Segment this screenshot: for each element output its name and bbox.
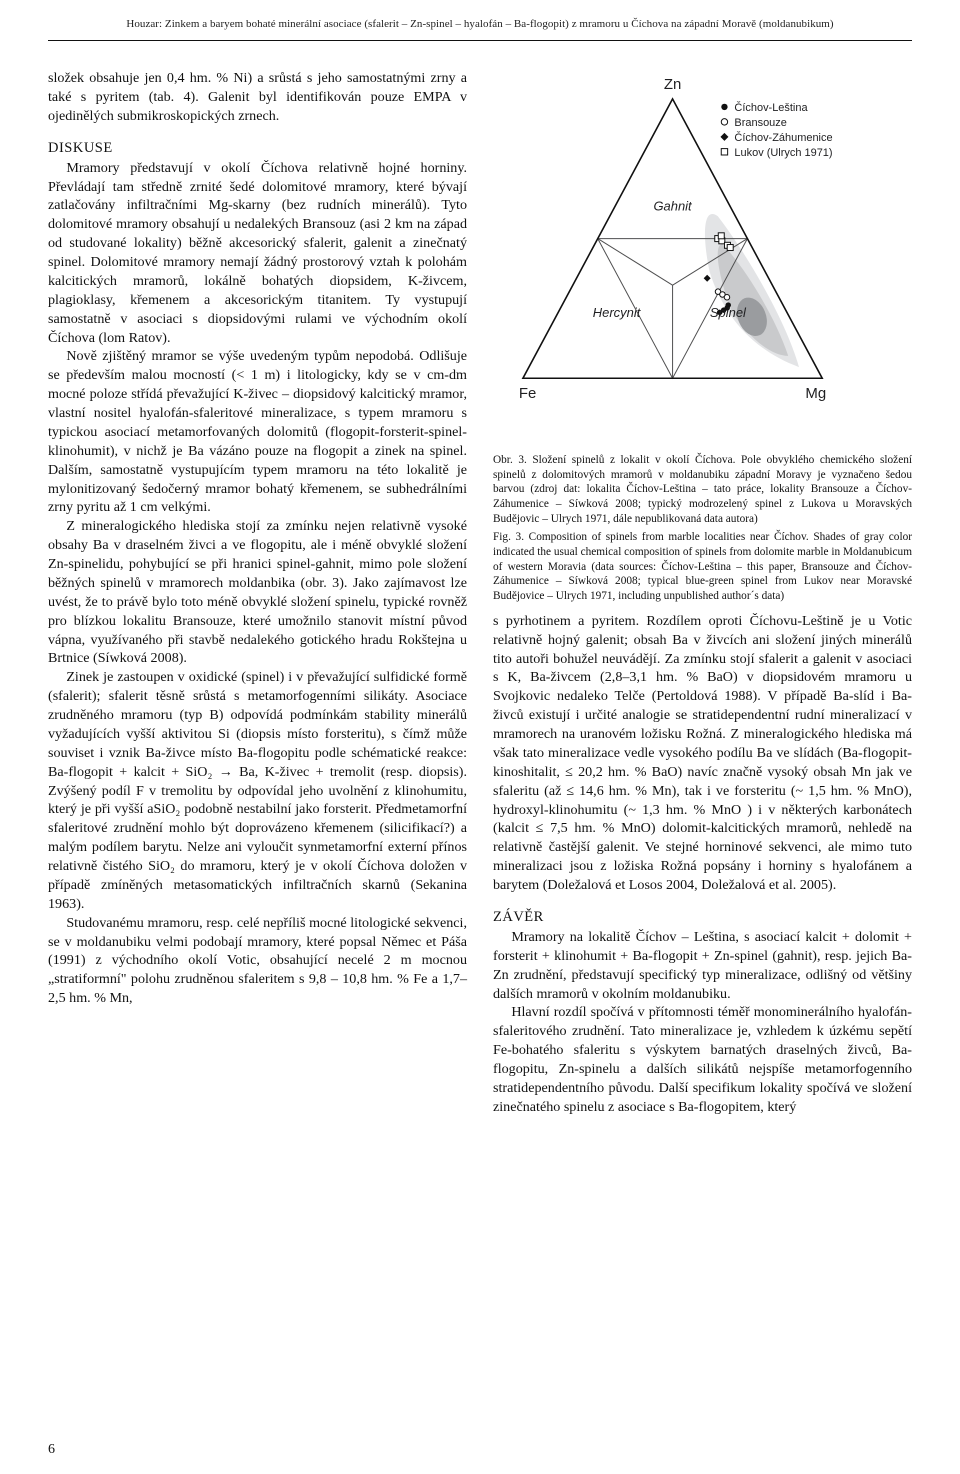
svg-text:Zn: Zn: [664, 76, 681, 93]
paragraph: Nově zjištěný mramor se výše uvedeným ty…: [48, 347, 467, 517]
paragraph: složek obsahuje jen 0,4 hm. % Ni) a srůs…: [48, 69, 467, 126]
figure-caption-en: Fig. 3. Composition of spinels from marb…: [493, 530, 912, 603]
ternary-diagram: Zn Fe Mg Gahnit Hercynit Spinel Číchov-Leština…: [493, 69, 912, 438]
section-heading-zaver: ZÁVĚR: [493, 909, 912, 926]
section-heading-diskuse: DISKUSE: [48, 140, 467, 157]
paragraph: Zinek je zastoupen v oxidické (spinel) i…: [48, 668, 467, 913]
running-head: Houzar: Zinkem a baryem bohaté minerální…: [48, 18, 912, 36]
svg-text:Lukov (Ulrych 1971): Lukov (Ulrych 1971): [734, 147, 832, 159]
paragraph: Mramory na lokalitě Číchov – Leština, s …: [493, 928, 912, 1004]
left-column: složek obsahuje jen 0,4 hm. % Ni) a srůs…: [48, 69, 467, 1117]
figure-3: Zn Fe Mg Gahnit Hercynit Spinel Číchov-Leština…: [493, 69, 912, 443]
paragraph: Mramory představují v okolí Číchova rela…: [48, 159, 467, 348]
figure-caption-cz: Obr. 3. Složení spinelů z lokalit v okol…: [493, 453, 912, 526]
svg-text:Mg: Mg: [805, 385, 826, 402]
svg-text:Gahnit: Gahnit: [653, 199, 693, 214]
svg-text:Číchov-Leština: Číchov-Leština: [734, 101, 808, 114]
paragraph: Studovanému mramoru, resp. celé nepříliš…: [48, 914, 467, 1008]
svg-text:Hercynit: Hercynit: [593, 305, 642, 320]
svg-text:Fe: Fe: [519, 385, 536, 402]
figure-3-caption: Obr. 3. Složení spinelů z lokalit v okol…: [493, 453, 912, 604]
paragraph: s pyrhotinem a pyritem. Rozdílem oproti …: [493, 612, 912, 895]
svg-text:Bransouze: Bransouze: [734, 117, 786, 129]
paragraph: Z mineralogického hlediska stojí za zmín…: [48, 517, 467, 668]
svg-text:Spinel: Spinel: [710, 305, 747, 320]
page-number: 6: [48, 1442, 55, 1458]
right-column: Zn Fe Mg Gahnit Hercynit Spinel Číchov-Leština…: [493, 69, 912, 1117]
svg-text:Číchov-Záhumenice: Číchov-Záhumenice: [734, 131, 832, 144]
paragraph: Hlavní rozdíl spočívá v přítomnosti témě…: [493, 1003, 912, 1116]
header-rule: [48, 40, 912, 41]
